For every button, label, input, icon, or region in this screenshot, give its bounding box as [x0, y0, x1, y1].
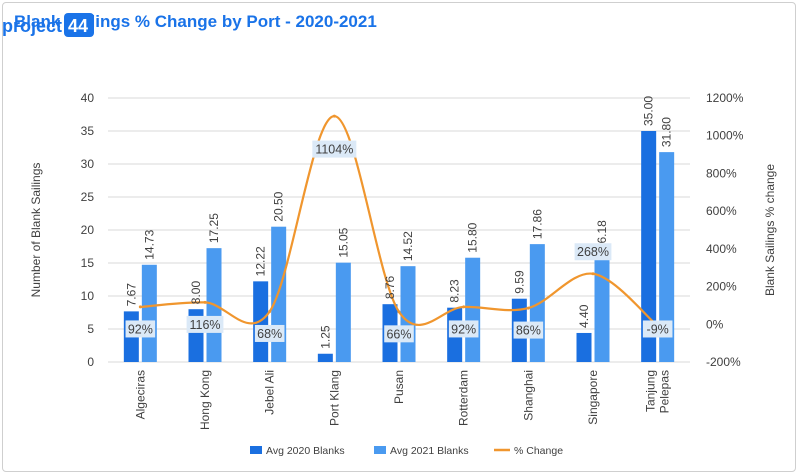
axes: 0 5 10 15 20 25 30 35 40 -200% 0% 200% 400% 600% 800% 1…	[29, 91, 777, 430]
percent-change-point	[268, 309, 272, 313]
bar-2021-value-label: 16.18	[595, 220, 609, 250]
percent-value-label: 68%	[257, 327, 282, 341]
y2-tick-label: 1000%	[706, 129, 744, 143]
bar-2020-value-label: 1.25	[318, 325, 332, 349]
y2-tick-label: 600%	[706, 204, 737, 218]
y-tick-label: 35	[81, 124, 95, 138]
bar-2021-value-label: 20.50	[272, 191, 286, 221]
legend: Avg 2020 Blanks Avg 2021 Blanks % Change	[250, 445, 563, 457]
percent-label-box	[448, 320, 479, 338]
legend-label: Avg 2020 Blanks	[266, 445, 345, 457]
x-tick-label: Singapore	[586, 370, 600, 425]
percent-change-line-path	[140, 115, 659, 327]
y-tick-label: 5	[87, 322, 94, 336]
bar-2020-value-label: 12.22	[254, 246, 268, 276]
bar-2020-value-label: 9.59	[512, 270, 526, 294]
percent-change-point	[203, 300, 207, 304]
y2-axis-title: Blank Sailings % change	[763, 164, 777, 296]
percent-change-point	[591, 272, 595, 276]
y2-tick-label: 200%	[706, 280, 737, 294]
percent-value-label: 66%	[386, 327, 411, 341]
bar-2020	[641, 131, 657, 362]
bar-2020-value-label: 8.23	[448, 279, 462, 303]
percent-value-label: 116%	[189, 318, 220, 332]
bar-2020-value-label: 7.67	[124, 283, 138, 307]
x-tick-label: Rotterdam	[457, 370, 471, 426]
percent-change-point	[397, 310, 401, 314]
bar-2020-value-label: 8.00	[189, 281, 203, 305]
bar-2020-value-label: 4.40	[577, 304, 591, 328]
percent-change-point	[526, 306, 530, 310]
bar-2021	[659, 152, 675, 362]
bar-2020	[317, 353, 333, 362]
legend-label: Avg 2021 Blanks	[390, 445, 469, 457]
x-tick-label: Tanjung	[644, 370, 658, 412]
bar-2020	[576, 332, 592, 362]
data-labels: 7.67 14.73 8.00 17.25 12.22 20.50 1.25 15.05 8.7…	[124, 96, 673, 349]
bar-2021-value-label: 31.80	[660, 117, 674, 147]
bar-2020-value-label: 35.00	[642, 96, 656, 126]
chart-title: Blank Sailings % Change by Port - 2020-2…	[14, 12, 377, 31]
legend-swatch	[250, 446, 262, 454]
percent-change-point	[462, 305, 466, 309]
bar-2021-value-label: 17.86	[530, 209, 544, 239]
percent-change-point	[332, 114, 336, 118]
y2-tick-label: 400%	[706, 242, 737, 256]
y2-tick-label: 0%	[706, 317, 724, 331]
percent-label-box	[384, 325, 414, 343]
svg-text:44: 44	[68, 16, 88, 36]
y-tick-label: 10	[81, 289, 95, 303]
x-tick-label: Algeciras	[133, 370, 147, 419]
percent-value-label: 92%	[451, 322, 476, 336]
bar-2021	[465, 257, 481, 362]
percent-value-label: 86%	[516, 324, 541, 338]
percent-value-label: -9%	[647, 322, 669, 336]
percent-value-label: 92%	[128, 322, 153, 336]
y2-tick-label: -200%	[706, 355, 741, 369]
percent-label-box	[642, 320, 673, 338]
bar-2021-value-label: 17.25	[207, 213, 221, 243]
y-tick-label: 40	[81, 91, 95, 105]
percent-label-box	[513, 321, 544, 339]
percent-value-label: 268%	[577, 245, 609, 259]
bar-2021-value-label: 14.73	[142, 229, 156, 259]
percent-label-box	[254, 324, 285, 342]
y-tick-label: 20	[81, 223, 95, 237]
percent-label-box	[574, 243, 612, 261]
bar-2021-value-label: 15.80	[466, 222, 480, 252]
percent-value-label: 1104%	[315, 143, 353, 157]
percent-change-point	[138, 305, 142, 309]
x-tick-label: Pelepas	[658, 370, 672, 413]
percent-label-box	[125, 320, 156, 338]
bar-2021	[141, 264, 157, 362]
bar-2020-value-label: 8.76	[383, 276, 397, 300]
y2-tick-label: 800%	[706, 166, 737, 180]
x-tick-label: Port Klang	[327, 370, 341, 426]
y-tick-label: 30	[81, 157, 95, 171]
svg-text:project: project	[2, 16, 62, 36]
y2-tick-label: 1200%	[706, 91, 744, 105]
legend-label: % Change	[514, 445, 563, 457]
x-tick-label: Jebel Ali	[263, 370, 277, 415]
x-tick-label: Pusan	[392, 370, 406, 404]
project44-logo: project 44	[2, 13, 94, 37]
bar-2021-value-label: 15.05	[336, 227, 350, 257]
y-tick-label: 25	[81, 190, 95, 204]
x-tick-label: Shanghai	[521, 370, 535, 421]
y-axis-title: Number of Blank Sailings	[29, 163, 43, 298]
y-tick-label: 15	[81, 256, 95, 270]
bar-2021	[400, 266, 416, 362]
percent-label-box	[312, 140, 357, 158]
legend-swatch	[374, 446, 386, 454]
y-tick-label: 0	[87, 355, 94, 369]
percent-label-box	[186, 315, 224, 333]
x-tick-label: Hong Kong	[198, 370, 212, 430]
bar-2021-value-label: 14.52	[401, 231, 415, 261]
bar-2021	[594, 255, 610, 362]
bar-2021	[335, 262, 351, 362]
